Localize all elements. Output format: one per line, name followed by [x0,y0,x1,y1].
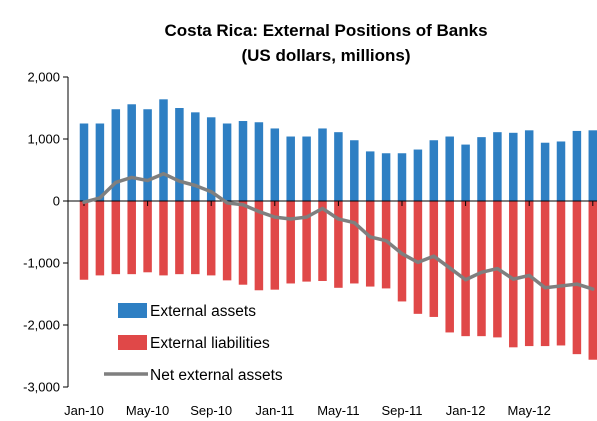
liability-bar-9 [222,201,232,281]
liability-bar-13 [286,201,295,284]
asset-bar-30 [556,141,566,201]
asset-bar-17 [350,140,359,201]
y-tick-labels: 2,000 1,000 0 -1,000 -2,000 -3,000 [23,70,60,395]
x-tick-label-2: Sep-10 [190,403,232,418]
liability-bar-8 [206,201,216,276]
asset-bar-24 [461,144,470,201]
y-tick-label-2: 0 [53,194,60,209]
asset-bar-23 [445,136,454,201]
liability-bar-0 [79,201,89,280]
x-tick-labels: Jan-10 May-10 Sep-10 Jan-11 May-11 Sep-11 Jan-… [64,403,551,418]
liability-bar-20 [397,201,407,302]
liability-bar-3 [127,201,136,275]
legend-label-liabilities: External liabilities [150,335,270,352]
asset-bar-20 [397,153,407,201]
asset-bar-14 [302,136,311,201]
liability-bar-12 [270,201,280,290]
x-tick-label-3: Jan-11 [255,403,294,418]
asset-bar-22 [429,140,439,201]
liability-bar-5 [159,201,168,276]
liability-bar-2 [111,201,121,275]
line-layer [82,171,595,291]
legend-label-net: Net external assets [150,367,283,384]
liability-bar-4 [143,201,152,273]
asset-bar-12 [270,128,280,201]
x-tick-label-6: Jan-12 [446,403,486,418]
asset-bar-6 [175,108,184,201]
y-tick-label-4: -2,000 [23,318,60,333]
liability-bar-25 [477,201,486,337]
liability-bar-22 [429,201,439,317]
liability-bar-15 [318,201,327,281]
asset-bar-2 [111,109,121,201]
liability-bar-27 [509,201,518,348]
asset-bar-21 [413,149,423,201]
liability-bar-24 [461,201,470,337]
x-tick-label-4: May-11 [317,403,359,418]
legend: External assets External liabilities Net… [104,303,283,384]
x-tick-label-1: May-10 [126,403,169,418]
legend-swatch-liabilities [118,335,147,350]
asset-bar-5 [159,99,168,201]
liability-bar-11 [254,201,264,291]
liability-bar-18 [365,201,375,287]
legend-swatch-assets [118,303,147,318]
y-tick-label-3: -1,000 [23,256,60,271]
asset-bar-10 [238,121,248,201]
asset-bar-31 [572,130,582,201]
y-tick-label-1: 1,000 [27,132,60,147]
y-tick-label-5: -3,000 [23,380,60,395]
legend-label-assets: External assets [150,303,256,320]
liability-bar-14 [302,201,311,282]
x-tick-label-0: Jan-10 [64,403,104,418]
asset-bar-13 [286,136,295,201]
liability-bar-30 [556,201,566,346]
asset-bar-18 [365,151,375,201]
asset-bar-0 [79,123,89,201]
asset-bar-8 [206,117,216,201]
asset-bar-15 [318,128,327,201]
asset-bar-11 [254,122,264,201]
net-external-assets-line [82,171,595,291]
asset-bar-26 [493,132,502,201]
chart-title: Costa Rica: External Positions of Banks [164,21,487,40]
liability-bar-7 [191,201,200,275]
asset-bar-29 [540,142,550,201]
liability-bar-6 [175,201,184,275]
liability-bar-21 [413,201,423,314]
y-tick-label-0: 2,000 [27,70,60,85]
liability-bar-10 [238,201,248,285]
liability-bar-29 [540,201,550,347]
asset-bar-28 [524,130,534,201]
asset-bar-19 [381,153,391,201]
asset-bar-27 [509,132,518,201]
chart-subtitle: (US dollars, millions) [241,46,410,65]
asset-bar-1 [95,123,105,201]
liability-bar-16 [334,201,343,288]
asset-bar-16 [334,132,343,201]
liability-bar-19 [381,201,391,289]
asset-bar-32 [588,130,597,201]
asset-bar-9 [222,123,232,201]
asset-bar-25 [477,137,486,201]
liability-bar-28 [524,201,534,347]
asset-bar-4 [143,109,152,201]
liability-bar-32 [588,201,597,360]
asset-bar-7 [191,112,200,201]
bars-layer [79,99,597,360]
liability-bar-17 [350,201,359,284]
x-tick-label-5: Sep-11 [382,403,423,418]
x-tick-label-7: May-12 [508,403,551,418]
asset-bar-3 [127,104,136,201]
liability-bar-1 [95,201,105,276]
liability-bar-31 [572,201,582,355]
